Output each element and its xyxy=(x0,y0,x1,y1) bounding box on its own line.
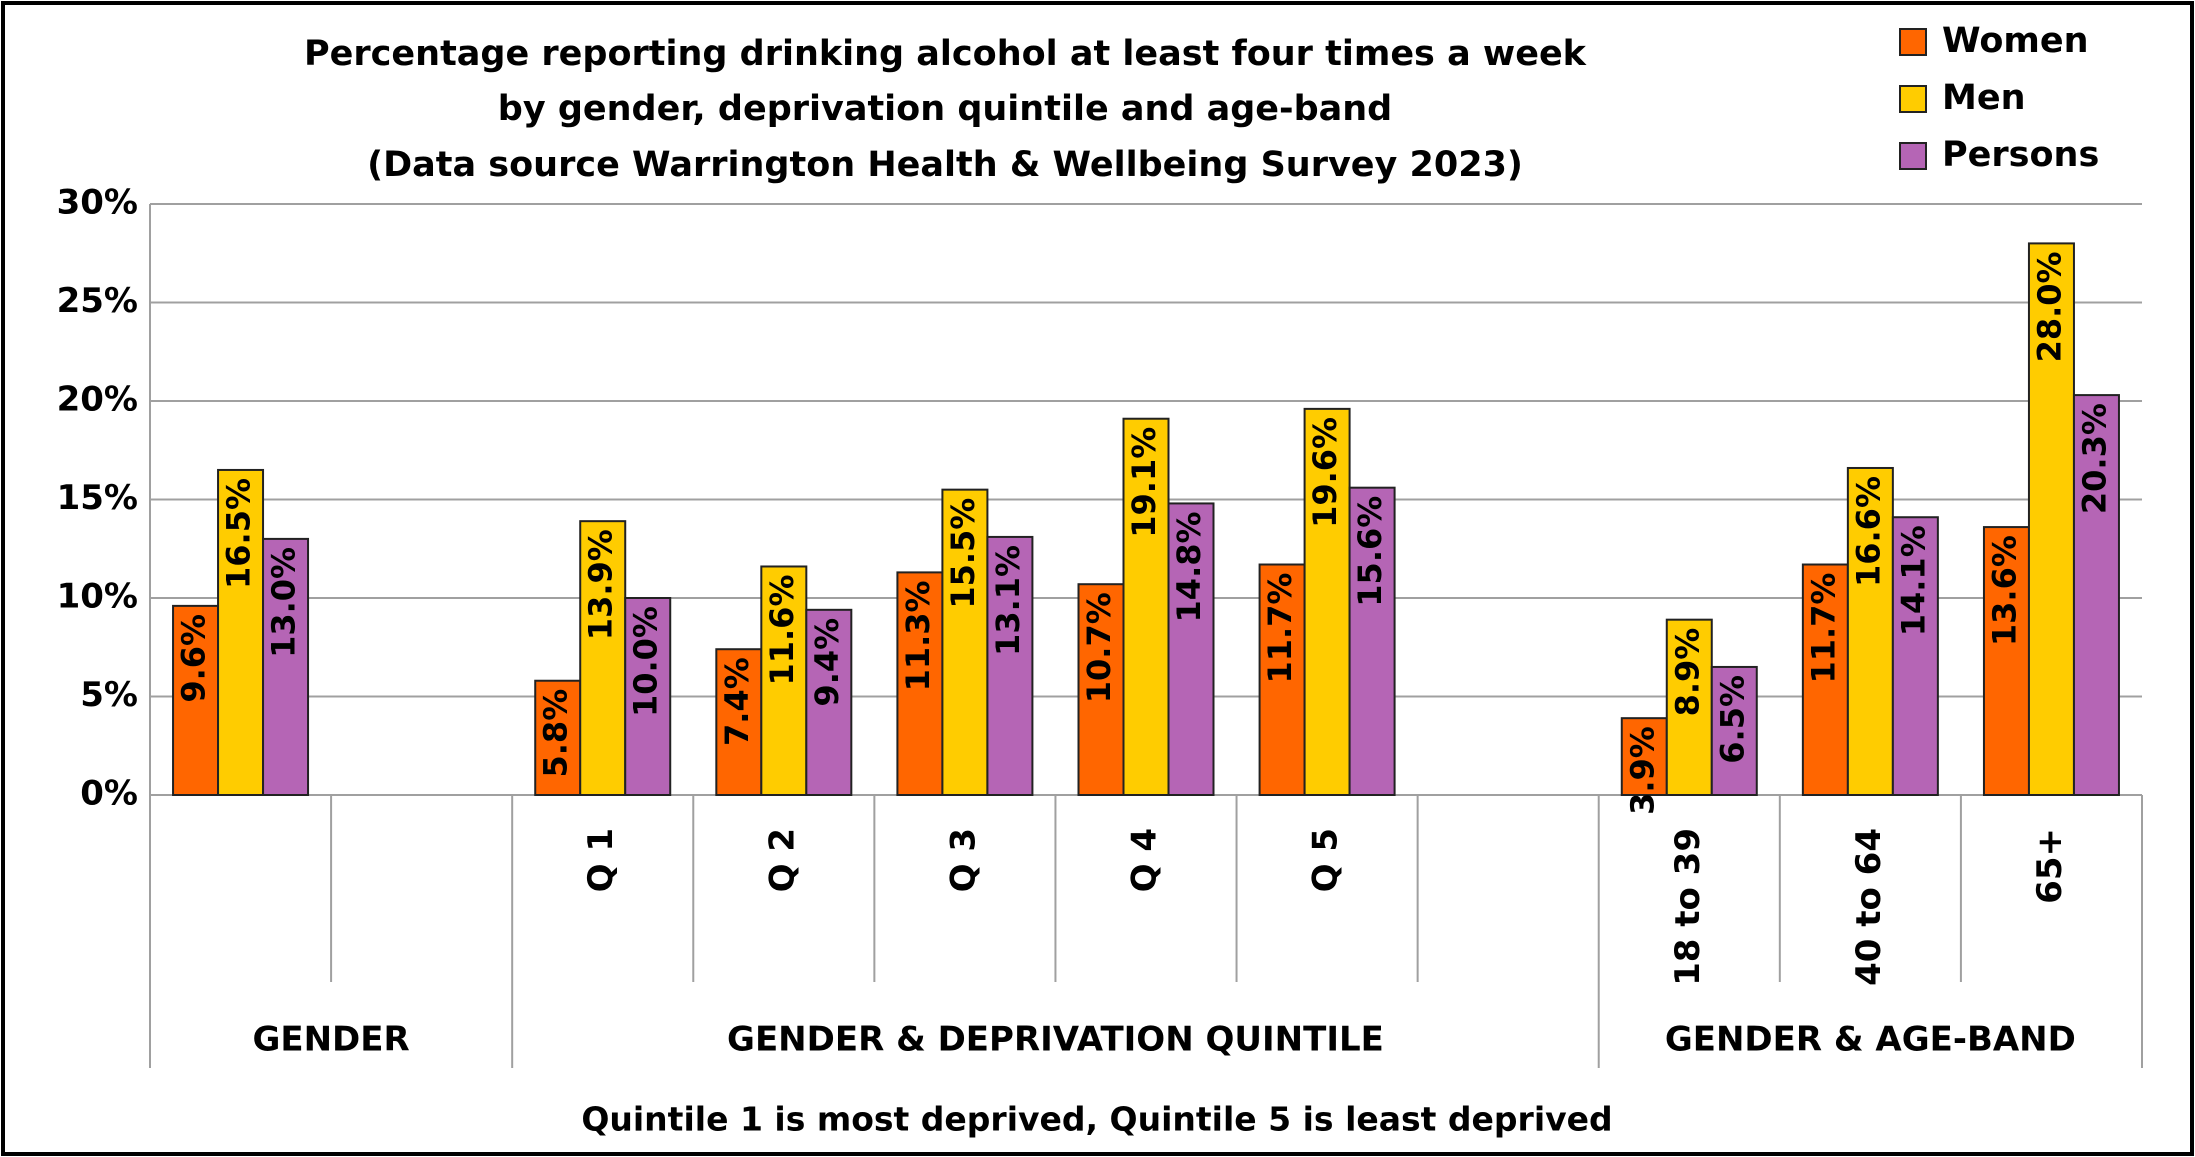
data-label: 9.4% xyxy=(808,618,846,707)
bar xyxy=(1620,717,1668,796)
legend-swatch xyxy=(1899,142,1927,170)
data-label: 19.6% xyxy=(1306,417,1344,528)
x-tick-label: Q 3 xyxy=(943,828,983,892)
x-tick-label: 40 to 64 xyxy=(1849,828,1889,986)
bar xyxy=(534,679,582,796)
bar xyxy=(715,648,763,796)
data-label: 14.1% xyxy=(1894,525,1932,636)
group-label: GENDER & DEPRIVATION QUINTILE xyxy=(727,1020,1384,1060)
x-tick-label: Q 4 xyxy=(1125,828,1165,892)
legend-label: Men xyxy=(1942,78,2025,118)
data-label: 7.4% xyxy=(718,657,756,746)
legend-swatch xyxy=(1899,28,1927,56)
data-label: 5.8% xyxy=(537,689,575,778)
bar xyxy=(579,520,627,796)
bar xyxy=(2027,242,2075,796)
chart-title: (Data source Warrington Health & Wellbei… xyxy=(367,145,1523,185)
data-label: 13.1% xyxy=(989,545,1027,656)
data-label: 13.6% xyxy=(1985,535,2023,646)
bar xyxy=(624,597,672,796)
data-label: 3.9% xyxy=(1623,726,1661,815)
data-label: 13.9% xyxy=(582,529,620,640)
data-label: 28.0% xyxy=(2030,251,2068,362)
y-tick-label: 20% xyxy=(57,380,138,420)
bar xyxy=(172,604,220,796)
y-tick-label: 30% xyxy=(57,183,138,223)
chart-title: by gender, deprivation quintile and age-… xyxy=(498,89,1392,129)
data-label: 11.3% xyxy=(899,580,937,691)
y-tick-label: 15% xyxy=(57,478,138,518)
x-tick-label: Q 1 xyxy=(581,828,621,892)
bar xyxy=(1167,502,1215,796)
legend-label: Women xyxy=(1942,21,2089,61)
x-tick-label: Q 2 xyxy=(762,828,802,892)
bar xyxy=(805,608,853,796)
bar xyxy=(262,537,310,797)
data-label: 11.6% xyxy=(763,574,801,685)
x-tick-label: 65+ xyxy=(2030,828,2070,904)
legend-swatch xyxy=(1899,85,1927,113)
chart-title: Percentage reporting drinking alcohol at… xyxy=(304,34,1587,74)
data-label: 9.6% xyxy=(175,614,213,703)
legend-label: Persons xyxy=(1942,135,2099,175)
y-tick-label: 5% xyxy=(80,675,138,715)
data-label: 15.6% xyxy=(1351,496,1389,607)
data-label: 6.5% xyxy=(1713,675,1751,764)
bar xyxy=(217,468,265,796)
bar xyxy=(1348,486,1396,796)
bar xyxy=(760,565,808,796)
data-label: 16.6% xyxy=(1849,476,1887,587)
y-tick-label: 10% xyxy=(57,577,138,617)
bar xyxy=(1982,526,2030,797)
data-label: 15.5% xyxy=(944,498,982,609)
bar xyxy=(1077,583,1125,797)
y-tick-label: 0% xyxy=(80,774,138,814)
bar xyxy=(896,571,944,797)
bar xyxy=(1801,563,1849,797)
y-tick-label: 25% xyxy=(57,281,138,321)
footnote: Quintile 1 is most deprived, Quintile 5 … xyxy=(581,1100,1612,1139)
data-label: 20.3% xyxy=(2075,403,2113,514)
data-label: 16.5% xyxy=(220,478,258,589)
data-label: 14.8% xyxy=(1170,511,1208,622)
bar xyxy=(1846,466,1894,796)
data-label: 13.0% xyxy=(265,547,303,658)
bar xyxy=(1891,516,1939,796)
x-tick-label: Q 5 xyxy=(1306,828,1346,892)
data-label: 19.1% xyxy=(1125,427,1163,538)
bar xyxy=(986,535,1034,796)
data-label: 10.0% xyxy=(627,606,665,717)
data-label: 8.9% xyxy=(1668,628,1706,717)
x-tick-label: 18 to 39 xyxy=(1668,828,1708,986)
data-label: 11.7% xyxy=(1261,573,1299,684)
data-label: 11.7% xyxy=(1804,573,1842,684)
bar xyxy=(1710,665,1758,797)
bar xyxy=(2072,394,2120,796)
bar xyxy=(1122,417,1170,796)
group-label: GENDER & AGE-BAND xyxy=(1665,1020,2076,1060)
bar xyxy=(1665,618,1713,796)
data-label: 10.7% xyxy=(1080,592,1118,703)
group-label: GENDER xyxy=(252,1020,409,1060)
